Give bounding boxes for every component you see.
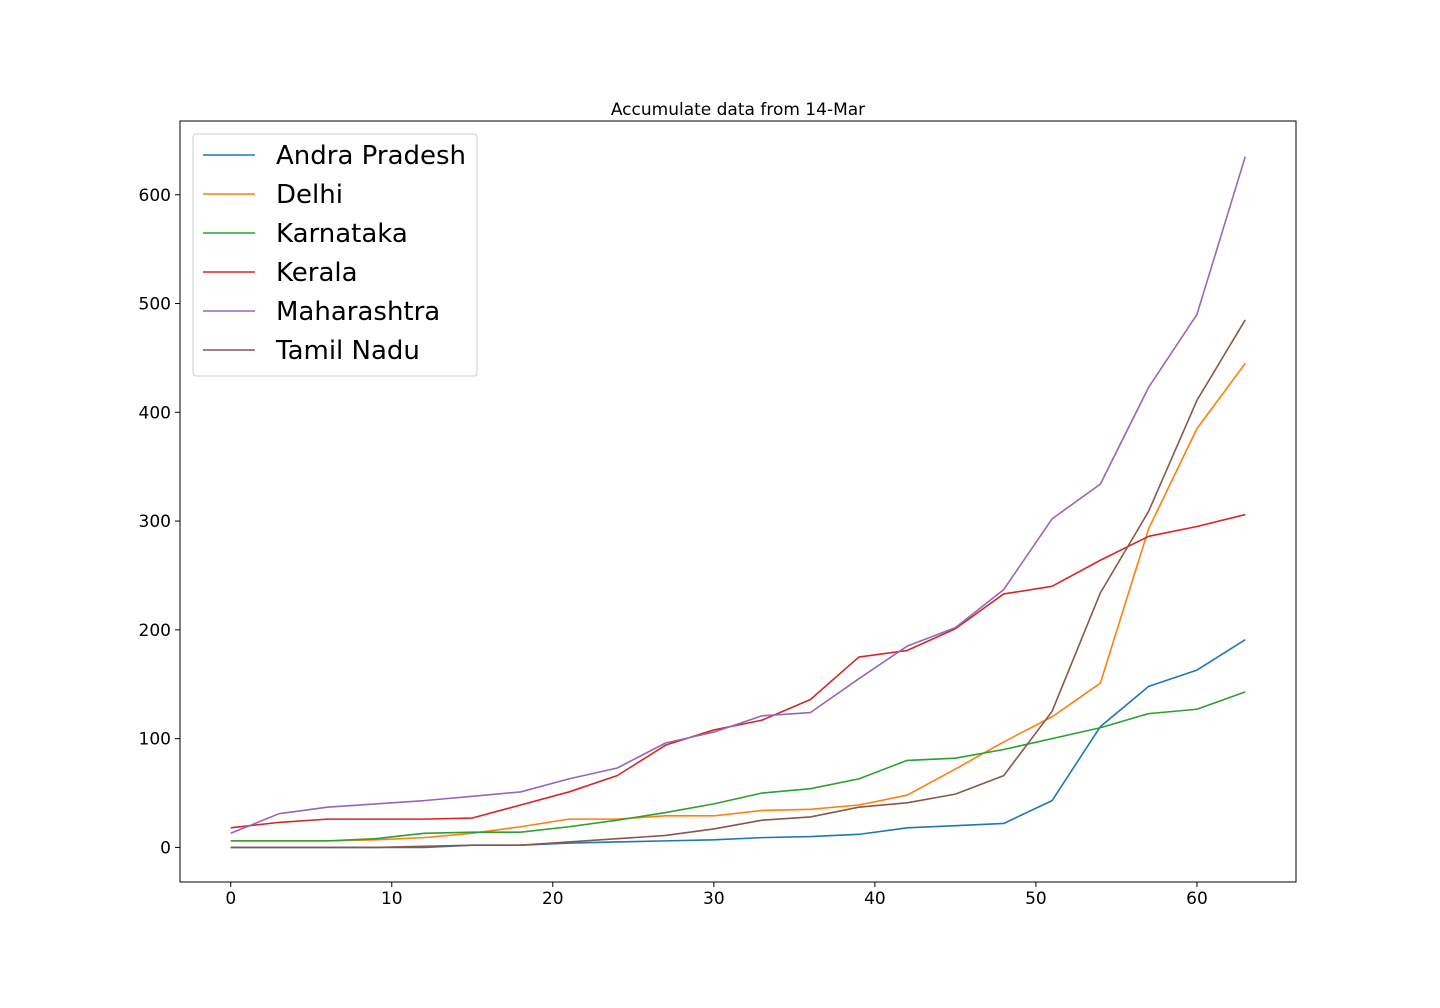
series-line-1	[230, 362, 1246, 842]
legend-label-5: Tamil Nadu	[275, 336, 420, 366]
y-axis: 0 100 200 300 400 500 600	[139, 186, 180, 858]
series-line-2	[230, 691, 1246, 842]
y-tick-label: 500	[139, 295, 171, 315]
x-tick-label: 10	[381, 889, 403, 909]
legend-label-0: Andra Pradesh	[276, 141, 466, 171]
x-tick-label: 40	[864, 889, 886, 909]
chart-title: Accumulate data from 14-Mar	[611, 100, 865, 120]
x-tick-label: 20	[542, 889, 564, 909]
series-line-0	[230, 638, 1246, 849]
y-tick-label: 400	[139, 403, 171, 423]
x-tick-label: 60	[1186, 889, 1208, 909]
x-tick-label: 50	[1025, 889, 1047, 909]
x-tick-label: 30	[703, 889, 725, 909]
y-tick-label: 200	[139, 621, 171, 641]
x-axis: 0 10 20 30 40 50 60	[225, 882, 1208, 909]
series-line-5	[230, 319, 1246, 849]
x-tick-label: 0	[225, 889, 236, 909]
series-line-3	[230, 513, 1246, 829]
legend-label-3: Kerala	[276, 258, 358, 288]
series-lines	[230, 156, 1247, 849]
series-line-4	[230, 156, 1247, 835]
legend-label-1: Delhi	[276, 180, 343, 210]
y-tick-label: 0	[160, 838, 171, 858]
legend-frame	[192, 133, 478, 377]
y-tick-label: 300	[139, 512, 171, 532]
y-tick-label: 100	[139, 730, 171, 750]
y-tick-label: 600	[139, 186, 171, 206]
plot-frame	[179, 120, 1297, 883]
legend-label-2: Karnataka	[276, 219, 408, 249]
legend-label-4: Maharashtra	[276, 297, 440, 327]
legend: Andra Pradesh Delhi Karnataka Kerala Maharas…	[192, 133, 478, 377]
